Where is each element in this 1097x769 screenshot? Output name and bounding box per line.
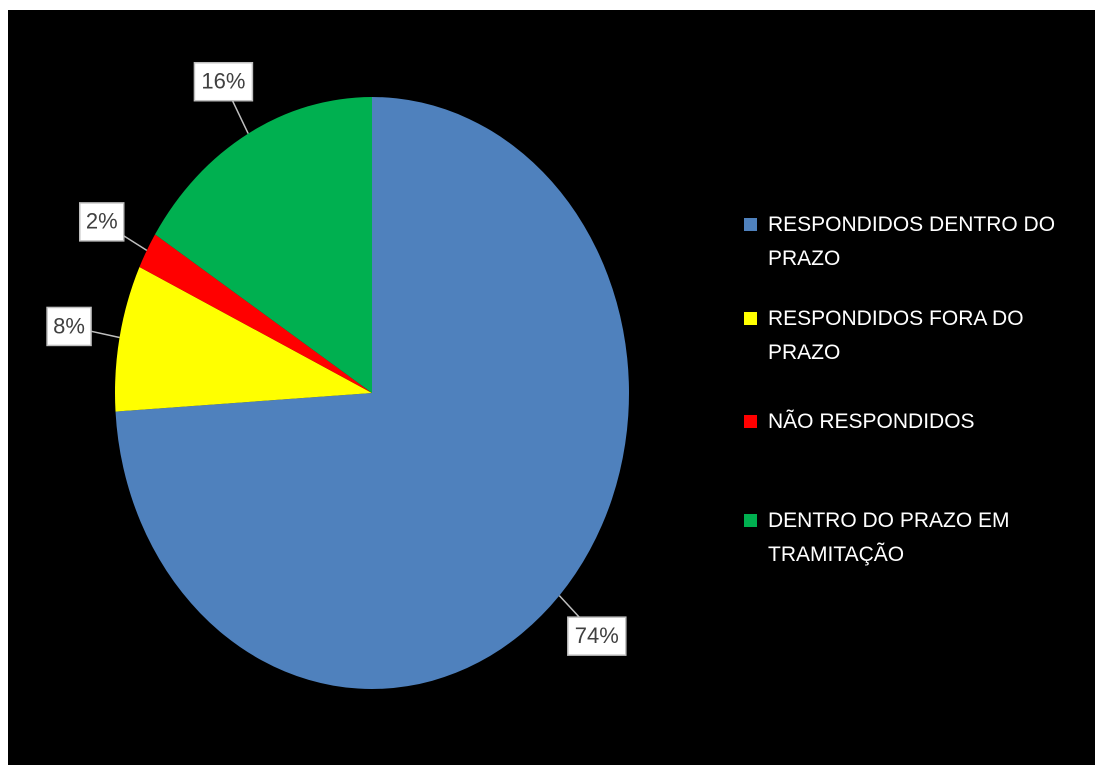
legend-item: RESPONDIDOS FORA DO PRAZO — [744, 302, 1084, 370]
legend-label: RESPONDIDOS DENTRO DO PRAZO — [768, 213, 1056, 270]
legend-swatch — [744, 312, 757, 325]
data-label: 2% — [86, 209, 118, 234]
legend-item: DENTRO DO PRAZO EM TRAMITAÇÃO — [744, 504, 1084, 572]
legend-swatch — [744, 218, 757, 231]
legend-label: DENTRO DO PRAZO EM TRAMITAÇÃO — [768, 509, 1010, 566]
data-label: 8% — [53, 313, 85, 338]
data-label: 16% — [201, 69, 245, 94]
data-label-box — [78, 202, 125, 242]
legend-swatch — [744, 415, 757, 428]
pie-slice — [155, 97, 372, 393]
pie-slice — [139, 234, 372, 393]
data-label-box — [46, 306, 92, 347]
pie-slice — [115, 97, 629, 689]
legend-item: RESPONDIDOS DENTRO DO PRAZO — [744, 208, 1084, 276]
data-label-box — [567, 616, 627, 656]
pie-slice — [114, 266, 372, 412]
data-label-box — [193, 61, 254, 102]
legend-label: NÃO RESPONDIDOS — [768, 410, 975, 433]
legend-swatch — [744, 514, 757, 527]
data-label: 74% — [575, 623, 619, 648]
legend-item: NÃO RESPONDIDOS — [744, 405, 1084, 439]
legend-label: RESPONDIDOS FORA DO PRAZO — [768, 307, 1024, 364]
